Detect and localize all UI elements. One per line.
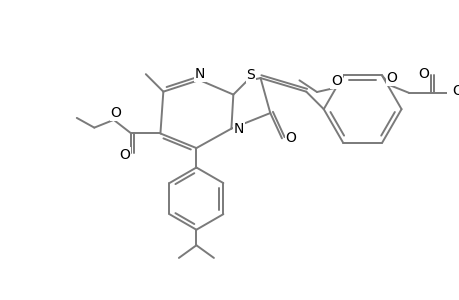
- Text: O: O: [110, 106, 121, 120]
- Text: N: N: [195, 67, 205, 81]
- Text: O: O: [452, 84, 459, 98]
- Text: O: O: [330, 74, 341, 88]
- Text: N: N: [234, 122, 244, 136]
- Text: S: S: [246, 68, 255, 82]
- Text: O: O: [119, 148, 129, 162]
- Text: O: O: [386, 71, 397, 85]
- Text: O: O: [418, 67, 428, 80]
- Text: O: O: [285, 131, 296, 145]
